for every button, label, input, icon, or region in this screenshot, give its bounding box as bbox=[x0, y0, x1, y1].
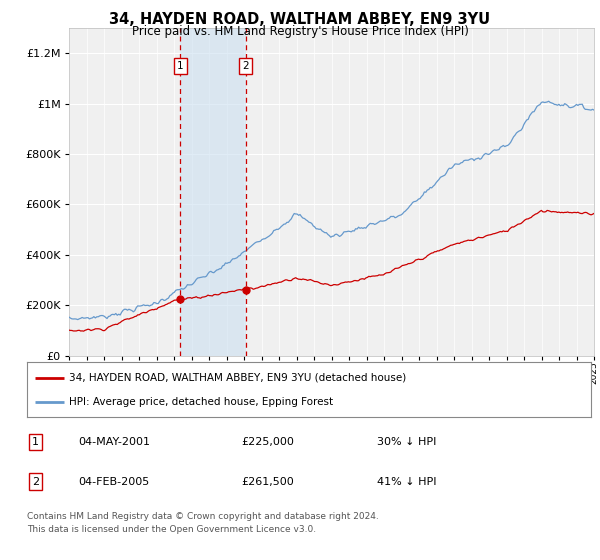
Text: £225,000: £225,000 bbox=[241, 437, 294, 447]
Text: 04-FEB-2005: 04-FEB-2005 bbox=[78, 477, 149, 487]
Text: Contains HM Land Registry data © Crown copyright and database right 2024.
This d: Contains HM Land Registry data © Crown c… bbox=[27, 512, 379, 534]
Text: 1: 1 bbox=[32, 437, 39, 447]
Text: £261,500: £261,500 bbox=[241, 477, 294, 487]
Text: 2: 2 bbox=[32, 477, 39, 487]
Text: 04-MAY-2001: 04-MAY-2001 bbox=[78, 437, 150, 447]
Text: 41% ↓ HPI: 41% ↓ HPI bbox=[377, 477, 436, 487]
Text: 2: 2 bbox=[242, 61, 249, 71]
Text: 1: 1 bbox=[177, 61, 184, 71]
Text: 30% ↓ HPI: 30% ↓ HPI bbox=[377, 437, 436, 447]
Text: 34, HAYDEN ROAD, WALTHAM ABBEY, EN9 3YU: 34, HAYDEN ROAD, WALTHAM ABBEY, EN9 3YU bbox=[109, 12, 491, 27]
Text: 34, HAYDEN ROAD, WALTHAM ABBEY, EN9 3YU (detached house): 34, HAYDEN ROAD, WALTHAM ABBEY, EN9 3YU … bbox=[70, 373, 407, 382]
Bar bbox=[181, 28, 245, 356]
Text: Price paid vs. HM Land Registry's House Price Index (HPI): Price paid vs. HM Land Registry's House … bbox=[131, 25, 469, 38]
Text: HPI: Average price, detached house, Epping Forest: HPI: Average price, detached house, Eppi… bbox=[70, 398, 334, 407]
